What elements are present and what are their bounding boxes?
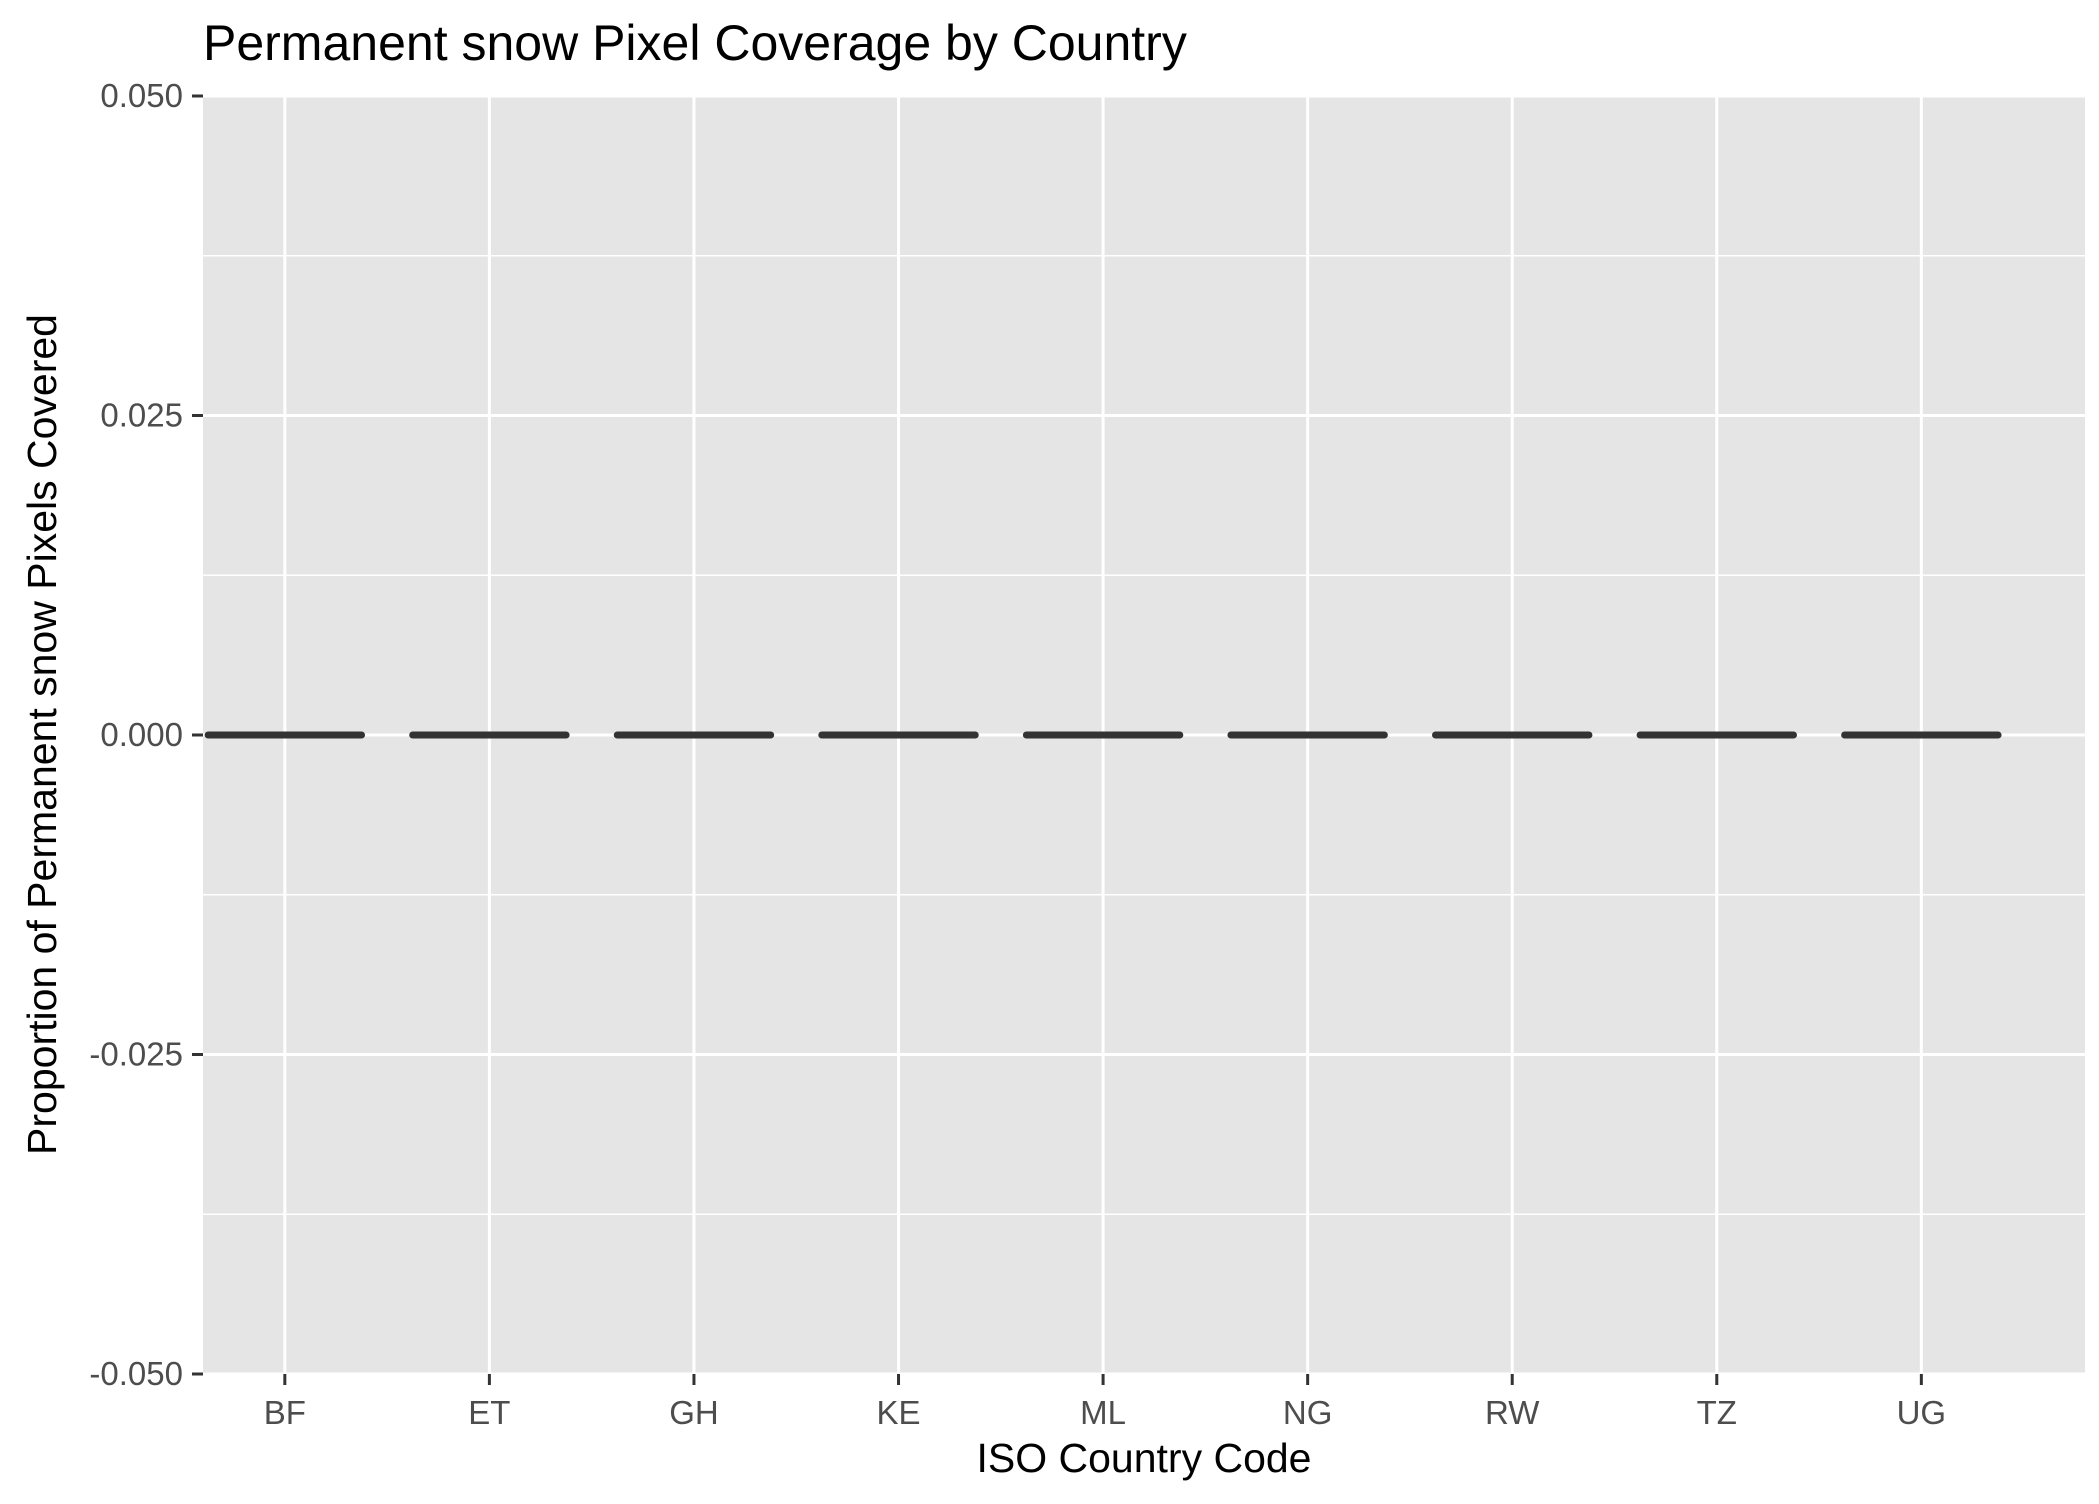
- x-tick-label: RW: [1485, 1394, 1540, 1431]
- x-tick-label: ML: [1080, 1394, 1126, 1431]
- y-tick-label: 0.025: [100, 397, 183, 434]
- y-axis-title: Proportion of Permanent snow Pixels Cove…: [19, 314, 65, 1155]
- x-tick-label: GH: [669, 1394, 719, 1431]
- chart-title: Permanent snow Pixel Coverage by Country: [203, 15, 1187, 71]
- x-tick-label: KE: [877, 1394, 921, 1431]
- x-axis: BF ET GH KE ML NG RW TZ UG: [264, 1374, 1946, 1431]
- x-tick-label: TZ: [1697, 1394, 1737, 1431]
- x-tick-label: ET: [468, 1394, 510, 1431]
- minor-gridlines: [203, 255, 2085, 1215]
- y-axis: -0.050 -0.025 0.000 0.025 0.050: [89, 77, 203, 1392]
- y-tick-label: 0.000: [100, 716, 183, 753]
- y-tick-label: -0.050: [89, 1355, 183, 1392]
- x-tick-label: BF: [264, 1394, 306, 1431]
- x-tick-label: NG: [1283, 1394, 1333, 1431]
- x-tick-label: UG: [1897, 1394, 1947, 1431]
- x-axis-title: ISO Country Code: [977, 1435, 1312, 1481]
- y-tick-label: -0.025: [89, 1036, 183, 1073]
- y-tick-label: 0.050: [100, 77, 183, 114]
